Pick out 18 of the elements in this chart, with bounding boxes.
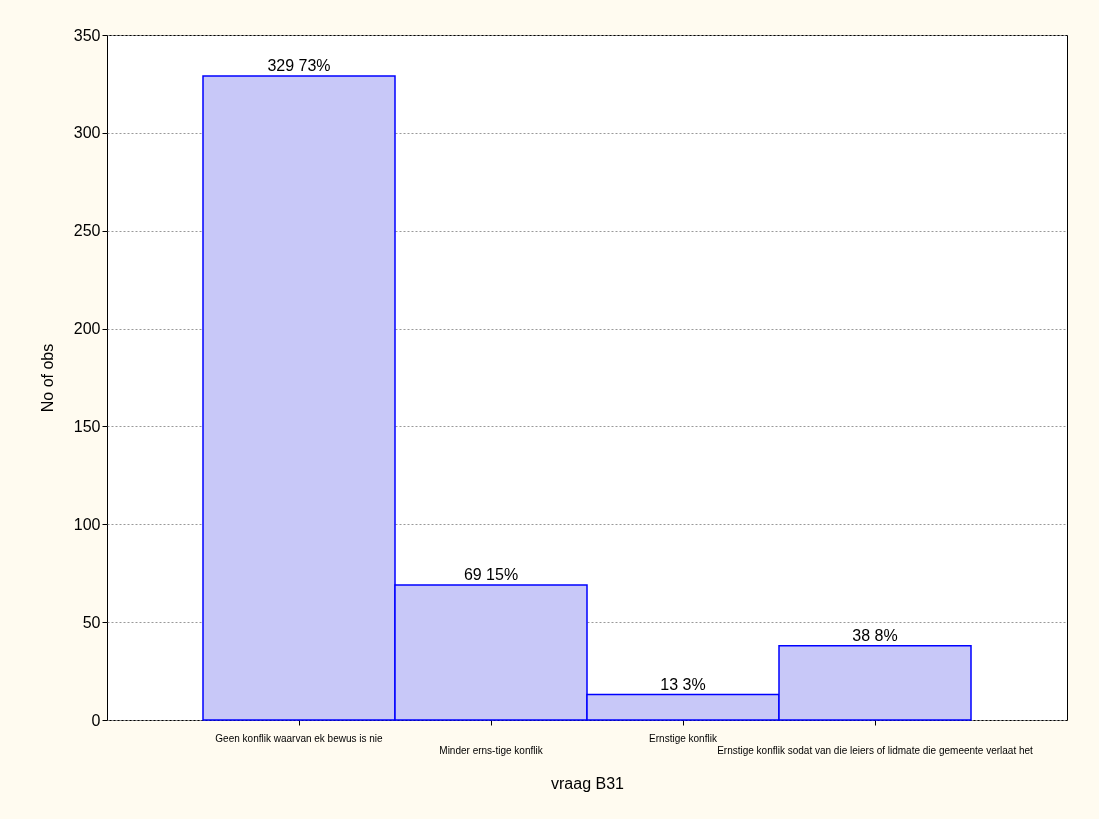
data-label: 13 3% bbox=[660, 675, 706, 693]
y-tick-label: 0 bbox=[91, 711, 101, 729]
x-tick-label: Geen konflik waarvan ek bewus is nie bbox=[215, 732, 384, 744]
data-label: 69 15% bbox=[463, 565, 519, 583]
y-tick-label: 200 bbox=[73, 320, 101, 338]
x-axis-title: vraag B31 bbox=[551, 774, 625, 792]
y-tick-label: 350 bbox=[73, 26, 101, 44]
y-tick-label: 50 bbox=[82, 613, 101, 631]
y-tick-label: 300 bbox=[73, 124, 101, 142]
x-tick-label: Minder erns-tige konflik bbox=[439, 744, 544, 756]
y-tick-label: 100 bbox=[73, 515, 101, 533]
x-tick-label: Ernstige konflik sodat van die leiers of lidmate die gemeente verlaat het bbox=[717, 744, 1034, 756]
y-axis-title: No of obs bbox=[38, 343, 56, 413]
x-tick-label: Ernstige konflik bbox=[649, 732, 718, 744]
y-tick-label: 250 bbox=[73, 222, 101, 240]
y-tick-label: 150 bbox=[73, 417, 101, 435]
data-label: 38 8% bbox=[852, 626, 898, 644]
data-label: 329 73% bbox=[267, 57, 331, 75]
